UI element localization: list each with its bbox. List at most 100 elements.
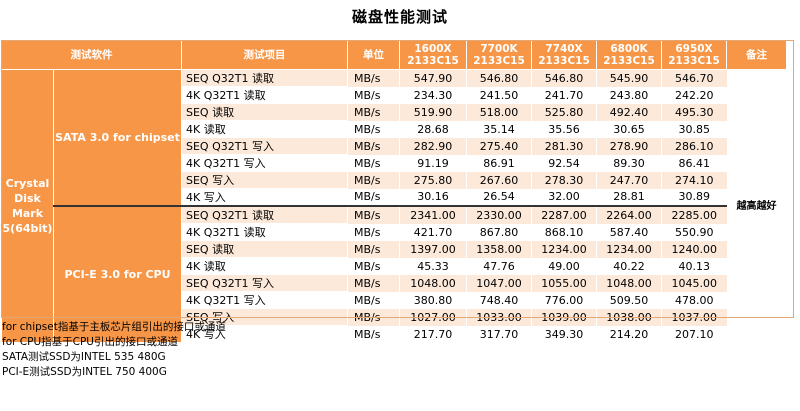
- unit-cell: MB/s: [347, 120, 400, 138]
- value-cell: 1234.00: [531, 240, 597, 258]
- value-cell: 28.81: [596, 188, 662, 207]
- table-row: 4K Q32T1 写入 MB/s 91.19 86.91 92.54 89.30 86.41: [2, 154, 787, 172]
- value-cell: 243.80: [596, 86, 662, 104]
- value-cell: 478.00: [661, 291, 727, 309]
- value-cell: 30.85: [661, 120, 727, 138]
- value-cell: 286.10: [661, 137, 727, 155]
- unit-cell: MB/s: [347, 308, 400, 326]
- value-cell: 547.90: [399, 69, 467, 87]
- value-cell: 2285.00: [661, 206, 727, 224]
- header-cpu-2: 7700K 2133C15: [466, 40, 532, 70]
- value-cell: 89.30: [596, 154, 662, 172]
- unit-cell: MB/s: [347, 188, 400, 207]
- test-item-cell: 4K 写入: [181, 188, 348, 207]
- remark-cell: 越高越好: [726, 69, 787, 343]
- value-cell: 546.80: [531, 69, 597, 87]
- header-cpu-1: 1600X 2133C15: [399, 40, 467, 70]
- value-cell: 278.30: [531, 171, 597, 189]
- note-line: for CPU指基于CPU引出的接口或通道: [2, 336, 178, 348]
- value-cell: 91.19: [399, 154, 467, 172]
- unit-cell: MB/s: [347, 223, 400, 241]
- value-cell: 214.20: [596, 325, 662, 343]
- value-cell: 349.30: [531, 325, 597, 343]
- value-cell: 380.80: [399, 291, 467, 309]
- unit-cell: MB/s: [347, 154, 400, 172]
- value-cell: 492.40: [596, 103, 662, 121]
- note-line: for chipset指基于主板芯片组引出的接口或通道: [2, 321, 226, 333]
- value-cell: 30.89: [661, 188, 727, 207]
- unit-cell: MB/s: [347, 103, 400, 121]
- value-cell: 748.40: [466, 291, 532, 309]
- value-cell: 28.68: [399, 120, 467, 138]
- value-cell: 550.90: [661, 223, 727, 241]
- value-cell: 282.90: [399, 137, 467, 155]
- page-title: 磁盘性能测试: [351, 8, 448, 26]
- value-cell: 421.70: [399, 223, 467, 241]
- value-cell: 267.60: [466, 171, 532, 189]
- value-cell: 2264.00: [596, 206, 662, 224]
- unit-cell: MB/s: [347, 206, 400, 224]
- value-cell: 35.56: [531, 120, 597, 138]
- value-cell: 242.20: [661, 86, 727, 104]
- unit-cell: MB/s: [347, 137, 400, 155]
- value-cell: 2341.00: [399, 206, 467, 224]
- unit-cell: MB/s: [347, 274, 400, 292]
- value-cell: 1033.00: [466, 308, 532, 326]
- value-cell: 867.80: [466, 223, 532, 241]
- value-cell: 275.40: [466, 137, 532, 155]
- value-cell: 495.30: [661, 103, 727, 121]
- notes: for chipset指基于主板芯片组引出的接口或通道 for CPU指基于CP…: [2, 320, 226, 380]
- value-cell: 275.80: [399, 171, 467, 189]
- value-cell: 1045.00: [661, 274, 727, 292]
- software-name-line: 5(64bit): [2, 222, 53, 235]
- test-item-cell: 4K 读取: [181, 257, 348, 275]
- test-item-cell: SEQ Q32T1 写入: [181, 137, 348, 155]
- header-cpu-3: 7740X 2133C15: [531, 40, 597, 70]
- table-row: PCI-E 3.0 for CPU SEQ Q32T1 读取 MB/s 2341.00…: [2, 205, 787, 343]
- value-cell: 45.33: [399, 257, 467, 275]
- table-row: 4K 写入 MB/s 217.70 317.70 349.30 214.20 207.10: [2, 325, 787, 343]
- header-software: 测试软件: [1, 40, 182, 70]
- unit-cell: MB/s: [347, 291, 400, 309]
- value-cell: 26.54: [466, 188, 532, 207]
- value-cell: 86.91: [466, 154, 532, 172]
- value-cell: 47.76: [466, 257, 532, 275]
- unit-cell: MB/s: [347, 171, 400, 189]
- table-row: 4K Q32T1 写入 MB/s 380.80 748.40 776.00 509.50 4…: [2, 291, 787, 309]
- software-name-line: Crystal: [5, 177, 50, 190]
- value-cell: 49.00: [531, 257, 597, 275]
- test-item-cell: 4K Q32T1 写入: [181, 154, 348, 172]
- value-cell: 32.00: [531, 188, 597, 207]
- value-cell: 234.30: [399, 86, 467, 104]
- value-cell: 1397.00: [399, 240, 467, 258]
- unit-cell: MB/s: [347, 325, 400, 343]
- test-item-cell: 4K Q32T1 读取: [181, 223, 348, 241]
- value-cell: 525.80: [531, 103, 597, 121]
- table-row: 4K Q32T1 读取 MB/s 421.70 867.80 868.10 587.40 5…: [2, 223, 787, 241]
- value-cell: 519.90: [399, 103, 467, 121]
- value-cell: 217.70: [399, 325, 467, 343]
- value-cell: 2330.00: [466, 206, 532, 224]
- value-cell: 1037.00: [661, 308, 727, 326]
- value-cell: 518.00: [466, 103, 532, 121]
- header-unit: 单位: [347, 40, 400, 70]
- table-row: 4K 写入 MB/s 30.16 26.54 32.00 28.81 30.89: [2, 188, 787, 207]
- note-line: SATA测试SSD为INTEL 535 480G: [2, 351, 166, 363]
- value-cell: 40.22: [596, 257, 662, 275]
- value-cell: 545.90: [596, 69, 662, 87]
- test-item-cell: 4K 写入: [181, 325, 348, 343]
- software-name-line: Disk: [14, 192, 41, 205]
- value-cell: 278.90: [596, 137, 662, 155]
- header-remark: 备注: [726, 40, 787, 70]
- unit-cell: MB/s: [347, 257, 400, 275]
- test-item-cell: SEQ 写入: [181, 171, 348, 189]
- unit-cell: MB/s: [347, 86, 400, 104]
- software-name-cell: Crystal Disk Mark 5(64bit): [1, 69, 54, 343]
- value-cell: 1055.00: [531, 274, 597, 292]
- table-row: 4K 读取 MB/s 28.68 35.14 35.56 30.65 30.85: [2, 120, 787, 138]
- value-cell: 281.30: [531, 137, 597, 155]
- value-cell: 274.10: [661, 171, 727, 189]
- value-cell: 1240.00: [661, 240, 727, 258]
- value-cell: 241.50: [466, 86, 532, 104]
- value-cell: 868.10: [531, 223, 597, 241]
